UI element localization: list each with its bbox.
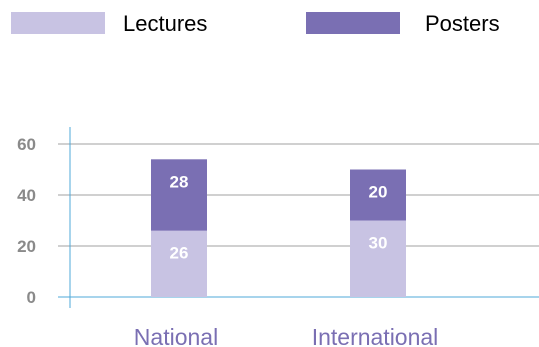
axes xyxy=(58,127,539,308)
y-tick-label: 0 xyxy=(27,288,36,307)
bar-international-lectures xyxy=(350,220,406,297)
data-label-international-posters: 20 xyxy=(369,183,388,202)
legend-swatch-lectures xyxy=(11,12,105,34)
x-tick-label-national: National xyxy=(134,324,218,347)
x-axis-ticks: National International xyxy=(134,324,438,347)
data-label-international-lectures: 30 xyxy=(369,234,388,253)
legend: Lectures Posters xyxy=(11,11,500,36)
y-tick-label: 60 xyxy=(17,135,36,154)
y-axis-ticks: 0 20 40 60 xyxy=(17,135,36,307)
y-tick-label: 40 xyxy=(17,186,36,205)
y-tick-label: 20 xyxy=(17,237,36,256)
data-label-national-posters: 28 xyxy=(170,172,189,191)
bar-national-lectures xyxy=(151,230,207,297)
legend-swatch-posters xyxy=(306,12,400,34)
bar-national-posters xyxy=(151,159,207,231)
legend-label-lectures: Lectures xyxy=(123,11,207,36)
bars: 26 28 30 20 xyxy=(151,159,406,297)
data-label-national-lectures: 26 xyxy=(170,244,189,263)
legend-label-posters: Posters xyxy=(425,11,500,36)
bar-international-posters xyxy=(350,169,406,221)
x-tick-label-international: International xyxy=(312,324,439,347)
gridlines xyxy=(58,143,539,247)
